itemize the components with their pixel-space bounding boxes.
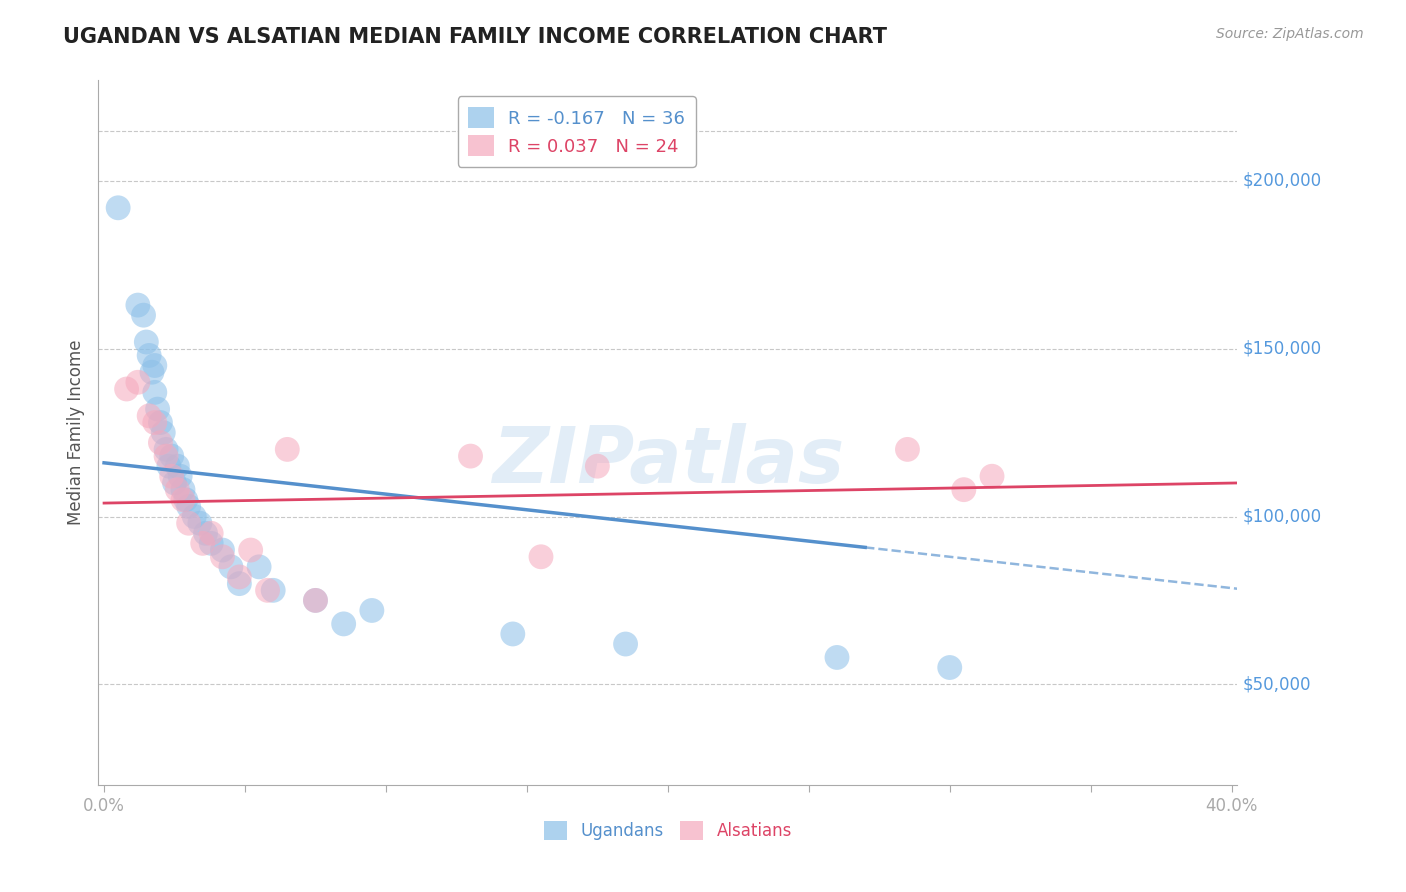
Point [127,376,149,390]
Point [132,308,155,322]
Text: UGANDAN VS ALSATIAN MEDIAN FAMILY INCOME CORRELATION CHART: UGANDAN VS ALSATIAN MEDIAN FAMILY INCOME… [63,27,887,46]
Text: $50,000: $50,000 [1243,675,1312,693]
Point [157,459,180,474]
Point [200,526,222,541]
Point [115,382,138,396]
Point [143,359,166,373]
Point [502,627,524,641]
Point [146,402,169,417]
Point [211,549,233,564]
Point [262,583,284,598]
Point [127,298,149,312]
Point [135,334,157,349]
Point [938,660,960,674]
Y-axis label: Median Family Income: Median Family Income [66,340,84,525]
Point [304,593,326,607]
Point [896,442,918,457]
Point [228,570,250,584]
Text: $200,000: $200,000 [1243,172,1322,190]
Text: $100,000: $100,000 [1243,508,1322,525]
Point [155,449,177,463]
Point [169,469,191,483]
Point [177,516,200,531]
Point [239,543,262,558]
Text: $150,000: $150,000 [1243,340,1322,358]
Point [138,348,160,362]
Text: ZIPatlas: ZIPatlas [492,423,844,499]
Point [160,469,183,483]
Point [166,459,188,474]
Point [141,365,163,379]
Point [166,483,188,497]
Point [360,603,382,617]
Point [194,526,217,541]
Point [143,416,166,430]
Point [586,459,609,474]
Point [172,483,194,497]
Point [191,536,214,550]
Point [200,536,222,550]
Point [228,576,250,591]
Point [149,416,172,430]
Point [304,593,326,607]
Point [160,449,183,463]
Point [174,492,197,507]
Text: Source: ZipAtlas.com: Source: ZipAtlas.com [1216,27,1364,41]
Point [219,559,242,574]
Point [163,475,186,490]
Legend: Ugandans, Alsatians: Ugandans, Alsatians [537,814,799,847]
Point [247,559,270,574]
Point [138,409,160,423]
Point [149,435,172,450]
Point [256,583,278,598]
Point [276,442,298,457]
Point [177,500,200,514]
Point [211,543,233,558]
Point [152,425,174,440]
Point [825,650,848,665]
Point [332,616,354,631]
Point [155,442,177,457]
Point [460,449,482,463]
Point [530,549,553,564]
Point [183,509,205,524]
Point [172,492,194,507]
Point [143,385,166,400]
Point [614,637,637,651]
Point [188,516,211,531]
Point [107,201,129,215]
Point [953,483,976,497]
Point [981,469,1004,483]
